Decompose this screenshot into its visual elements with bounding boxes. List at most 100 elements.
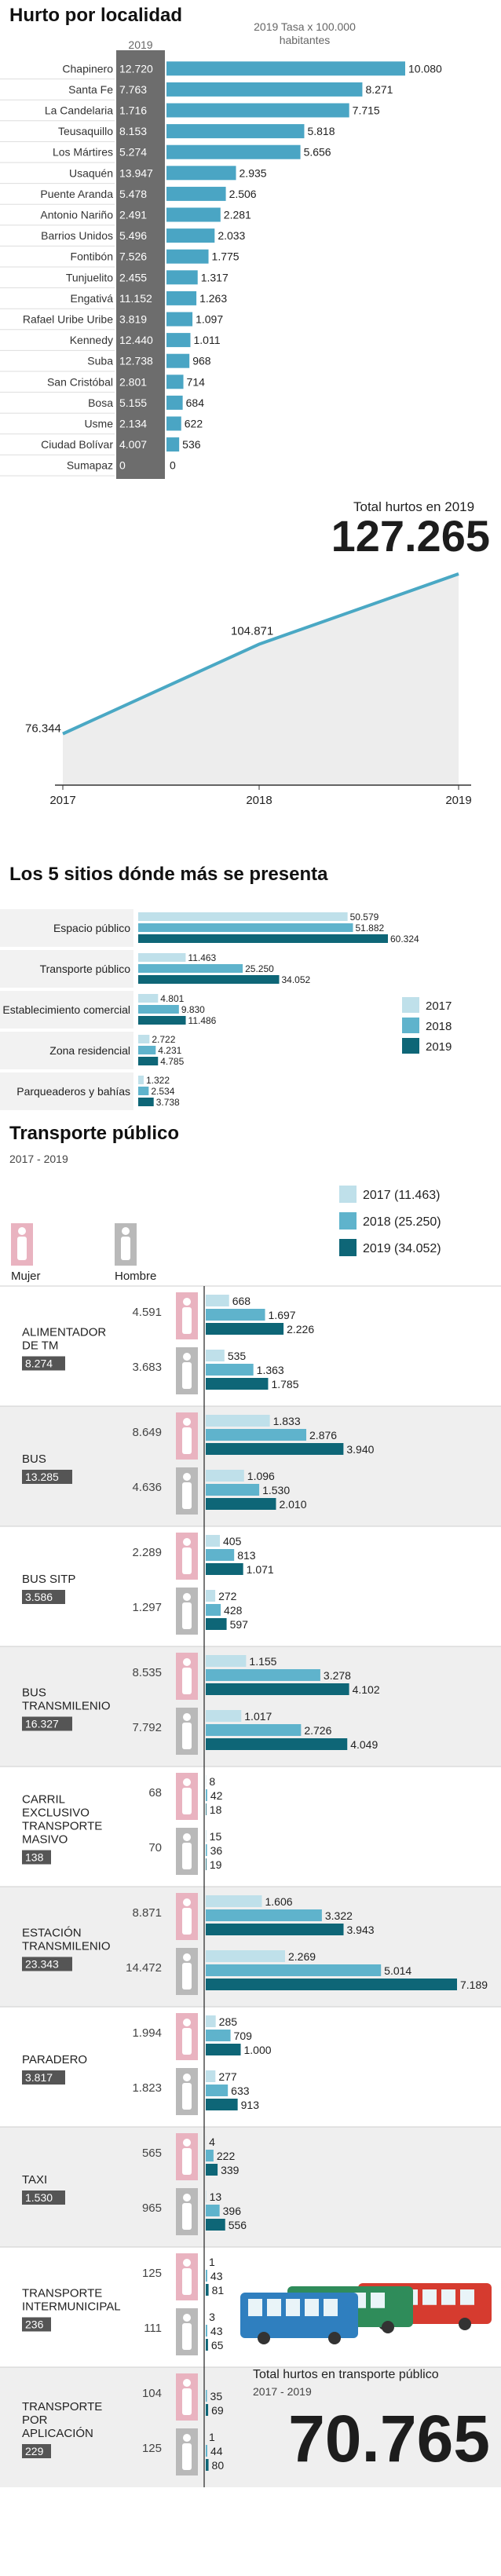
- site-bar: [138, 953, 186, 962]
- mujer-bar-label: 1.833: [273, 1415, 301, 1427]
- site-bar: [138, 1057, 159, 1065]
- site-bar-label: 11.463: [188, 952, 216, 963]
- hombre-icon-head: [183, 1833, 191, 1841]
- category-name: DE TM: [22, 1339, 58, 1353]
- hombre-bar-label: 19: [210, 1858, 222, 1871]
- point-label: 104.871: [231, 625, 273, 638]
- total-transporte-value: 70.765: [288, 2402, 490, 2476]
- legend-swatch: [402, 997, 419, 1013]
- col-header-2019: 2019: [128, 38, 153, 51]
- mujer-bar: [206, 1669, 320, 1681]
- mujer-icon-body: [182, 1908, 192, 1935]
- trend-chart: 2017 2018 2019 76.344 104.871: [25, 572, 472, 807]
- mujer-bar: [206, 2030, 231, 2041]
- category-total-bg: [22, 2191, 65, 2205]
- category-total-bg: [22, 2070, 65, 2085]
- legend-label: 2019: [426, 1040, 452, 1054]
- category-total: 236: [25, 2318, 44, 2331]
- year-value: 0: [119, 459, 126, 472]
- mujer-bar-label: 1.000: [244, 2044, 272, 2056]
- legend-swatch: [339, 1239, 357, 1256]
- mujer-total: 125: [142, 2267, 162, 2280]
- mujer-bar: [206, 1789, 207, 1801]
- rate-bar: [166, 144, 301, 159]
- mujer-bar-label: 1: [209, 2256, 215, 2268]
- legend-label: 2018 (25.250): [363, 1215, 441, 1229]
- year-value: 1.716: [119, 104, 147, 117]
- legend-mujer: Mujer: [11, 1270, 41, 1283]
- mujer-bar: [206, 2390, 207, 2402]
- mujer-icon-head: [183, 1778, 191, 1786]
- hombre-total: 14.472: [126, 1961, 162, 1975]
- total-2019-value: 127.265: [331, 511, 490, 561]
- rate-label: 2.935: [240, 166, 267, 179]
- hombre-bar: [206, 1858, 207, 1870]
- category-name: TRANSPORTE: [22, 1820, 102, 1833]
- hombre-bar: [206, 1950, 285, 1962]
- site-bar-label: 4.801: [160, 993, 184, 1004]
- mujer-bar-label: 8: [209, 1775, 215, 1788]
- mujer-icon-head: [183, 2259, 191, 2267]
- year-value: 11.152: [119, 292, 152, 305]
- mujer-bar-label: 668: [232, 1295, 251, 1307]
- hombre-icon-body: [182, 1723, 192, 1749]
- bus-blue-wheel: [258, 2332, 270, 2344]
- mujer-bar-label: 3.278: [324, 1669, 351, 1682]
- category-bg: [0, 991, 133, 1029]
- mujer-bar: [206, 1309, 265, 1321]
- transporte-chart: Mujer Hombre 2017 (11.463) 2018 (25.250) 201…: [0, 1186, 501, 2487]
- hombre-bar-label: 272: [218, 1590, 237, 1602]
- hombre-bar: [206, 2085, 229, 2096]
- mujer-bar: [206, 1415, 270, 1427]
- category-label: Barrios Unidos: [41, 229, 113, 242]
- hombre-icon-head: [183, 1953, 191, 1961]
- mujer-icon-head: [183, 2379, 191, 2387]
- total-transporte-period: 2017 - 2019: [253, 2385, 312, 2398]
- hombre-bar-label: 913: [241, 2099, 260, 2111]
- hombre-icon-body: [182, 1843, 192, 1869]
- hombre-icon-head: [183, 2314, 191, 2322]
- mujer-bar: [206, 1895, 262, 1907]
- hombre-icon-head: [183, 2074, 191, 2081]
- bus-red-window: [422, 2289, 437, 2305]
- site-bar-label: 2.534: [151, 1086, 174, 1097]
- legend-swatch: [339, 1212, 357, 1230]
- hombre-total: 4.636: [132, 1481, 162, 1494]
- year-value: 3.819: [119, 313, 147, 326]
- category-label: Kennedy: [70, 334, 113, 346]
- rate-label: 5.656: [304, 146, 331, 159]
- mujer-bar: [206, 1323, 284, 1335]
- hombre-bar-label: 80: [212, 2459, 225, 2472]
- rate-label: 10.080: [408, 62, 442, 75]
- rate-label: 1.775: [212, 250, 240, 263]
- bus-green-window: [371, 2293, 385, 2308]
- category-name: TRANSMILENIO: [22, 1700, 111, 1713]
- legend-swatch: [339, 1186, 357, 1203]
- rate-label: 714: [187, 375, 206, 388]
- hombre-bar: [206, 1590, 216, 1602]
- mujer-icon-head: [183, 1898, 191, 1906]
- mujer-bar: [206, 1683, 349, 1695]
- mujer-bar: [206, 1295, 229, 1306]
- rate-bar: [166, 290, 197, 305]
- mujer-bar-label: 43: [210, 2270, 223, 2282]
- mujer-icon-body: [182, 1668, 192, 1694]
- site-bar-label: 51.882: [355, 923, 384, 934]
- bus-red-window: [441, 2289, 455, 2305]
- mujer-bar: [206, 1549, 235, 1561]
- hombre-icon-head: [183, 1713, 191, 1721]
- mujer-bar-label: 3.940: [346, 1443, 374, 1456]
- site-bar-label: 60.324: [390, 934, 419, 945]
- category-bg: [0, 1032, 133, 1069]
- year-value: 12.738: [119, 355, 153, 367]
- hombre-bar: [206, 1498, 276, 1510]
- rate-label: 7.715: [353, 104, 380, 117]
- rate-bar: [166, 375, 184, 389]
- category-total: 3.586: [25, 1591, 53, 1603]
- category-label: Establecimiento comercial: [2, 1003, 130, 1016]
- title-transporte: Transporte público: [9, 1123, 180, 1144]
- category-name: APLICACIÓN: [22, 2427, 93, 2440]
- site-bar-label: 4.785: [160, 1056, 184, 1067]
- category-total: 229: [25, 2445, 44, 2457]
- category-name: BUS SITP: [22, 1573, 75, 1586]
